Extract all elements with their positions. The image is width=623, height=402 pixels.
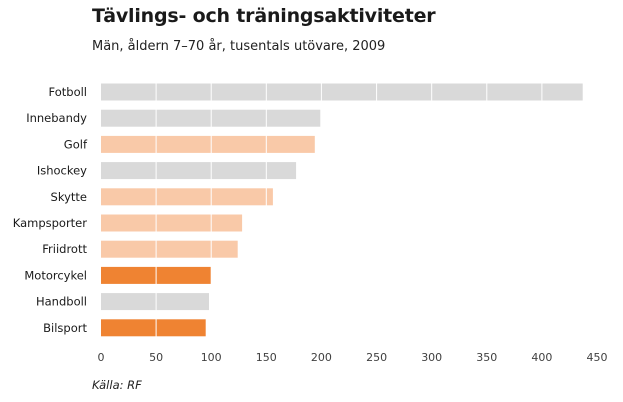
bar-ishockey	[101, 162, 297, 180]
x-tick-label: 150	[256, 351, 277, 364]
category-label: Fotboll	[49, 85, 87, 99]
category-label: Innebandy	[26, 111, 87, 125]
source-note: Källa: RF	[92, 378, 142, 392]
x-tick-label: 450	[587, 351, 608, 364]
x-tick-label: 350	[476, 351, 497, 364]
x-tick-label: 0	[98, 351, 105, 364]
bar-skytte	[101, 188, 273, 206]
category-label: Friidrott	[42, 242, 87, 256]
category-label: Skytte	[51, 190, 87, 204]
category-label: Bilsport	[43, 321, 87, 335]
category-label: Handboll	[36, 295, 87, 309]
chart-title: Tävlings- och träningsaktiviteter	[92, 5, 436, 27]
bars-group	[101, 83, 583, 337]
category-label: Ishockey	[37, 164, 87, 178]
chart-subtitle: Män, åldern 7–70 år, tusentals utövare, …	[92, 39, 386, 54]
x-tick-label: 250	[366, 351, 387, 364]
bar-fotboll	[101, 83, 583, 101]
gridlines	[155, 80, 598, 340]
x-tick-label: 300	[421, 351, 442, 364]
x-tick-label: 100	[201, 351, 222, 364]
x-tick-label: 50	[149, 351, 163, 364]
bar-handboll	[101, 293, 209, 311]
bar-friidrott	[101, 240, 238, 258]
x-tick-label: 200	[311, 351, 332, 364]
x-tick-labels: 0 50 100 150 200 250 300 350 400 450	[98, 351, 608, 364]
bar-golf	[101, 135, 315, 153]
bar-bilsport	[101, 319, 206, 337]
category-label: Motorcykel	[24, 268, 87, 282]
category-labels: Fotboll Innebandy Golf Ishockey Skytte Kampsp…	[13, 85, 88, 335]
category-label: Golf	[64, 137, 88, 151]
bar-innebandy	[101, 109, 321, 127]
x-tick-label: 400	[531, 351, 552, 364]
bar-kampsporter	[101, 214, 243, 232]
category-label: Kampsporter	[13, 216, 88, 230]
